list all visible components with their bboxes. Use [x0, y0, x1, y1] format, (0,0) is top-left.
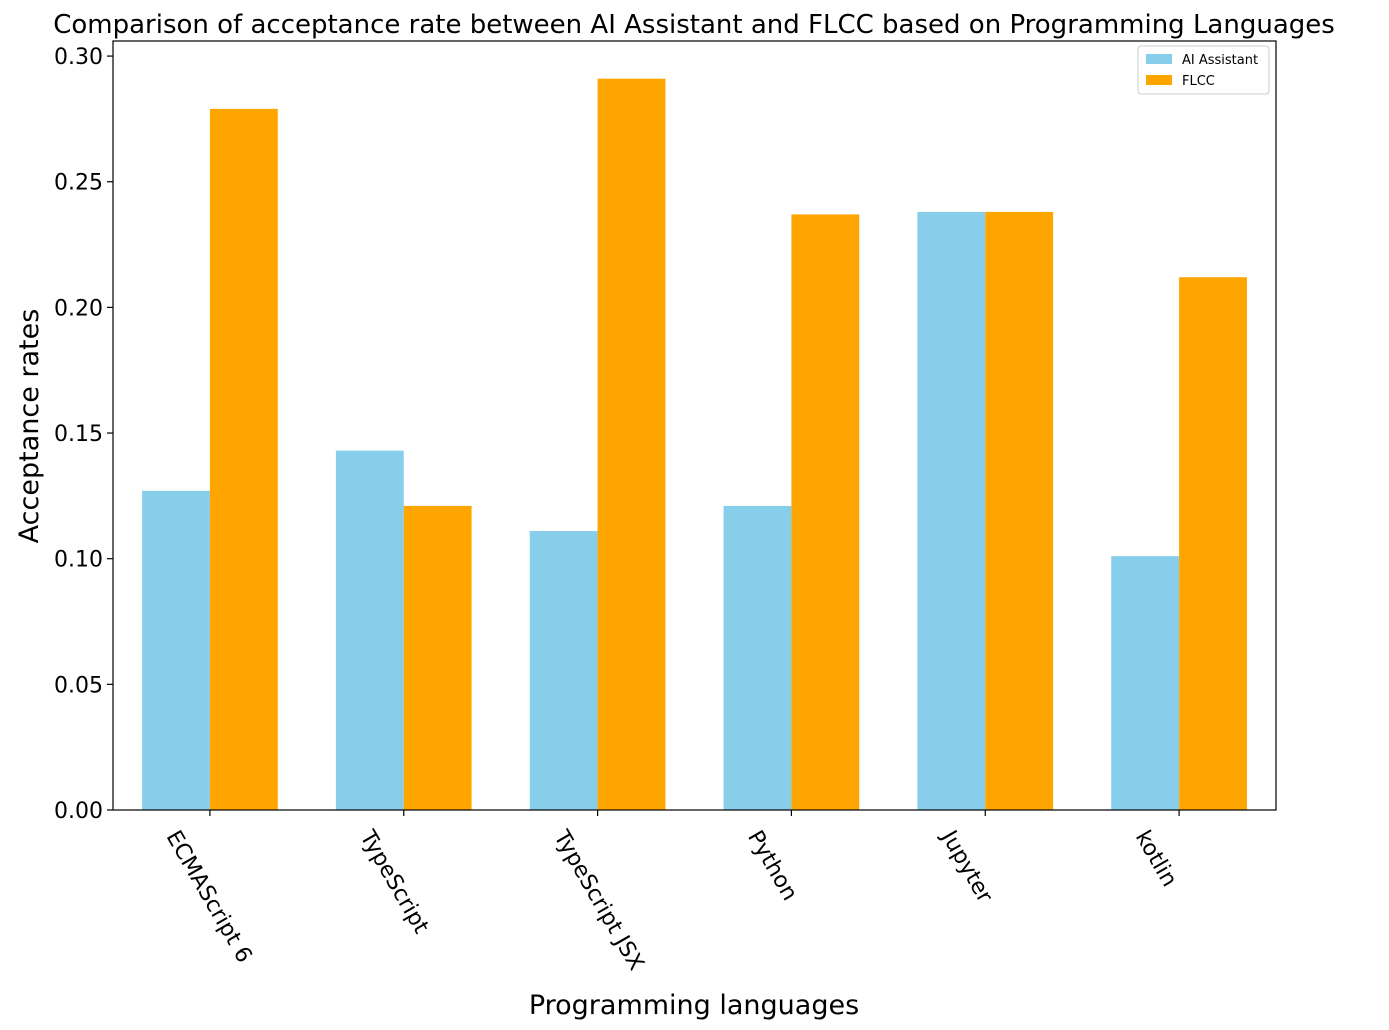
y-tick-label: 0.30	[54, 45, 103, 70]
x-tick-label: Jupyter	[935, 825, 997, 908]
y-tick-label: 0.05	[54, 673, 103, 698]
bar-flcc-3	[791, 214, 860, 810]
y-tick-label: 0.20	[54, 296, 103, 321]
plot-bars	[142, 78, 1247, 811]
plot-frame	[112, 40, 1277, 811]
bar-ai-assistant-4	[917, 211, 986, 810]
x-tick-label: Python	[742, 827, 802, 906]
legend-swatch-flcc	[1146, 75, 1172, 85]
y-tick-label: 0.10	[54, 548, 103, 573]
bar-flcc-0	[209, 108, 278, 810]
bar-ai-assistant-5	[1111, 556, 1180, 810]
legend: AI Assistant FLCC	[1137, 45, 1270, 95]
legend-label: AI Assistant	[1182, 53, 1258, 68]
y-axis: 0.00 0.05 0.10 0.15 0.20 0.25 0.30	[54, 45, 113, 824]
x-tick-label: TypeScript JSX	[548, 826, 649, 975]
bar-flcc-2	[597, 78, 666, 811]
x-axis: ECMAScript 6 TypeScript TypeScript JSX Pyth…	[161, 810, 1182, 975]
legend-label: FLCC	[1182, 74, 1215, 89]
x-tick-label: ECMAScript 6	[161, 827, 257, 968]
y-tick-label: 0.25	[54, 171, 103, 196]
bar-flcc-5	[1179, 277, 1247, 810]
bar-ai-assistant-0	[142, 490, 210, 810]
bar-ai-assistant-3	[723, 505, 792, 810]
bar-flcc-4	[985, 211, 1054, 810]
y-tick-label: 0.00	[54, 799, 103, 824]
bar-ai-assistant-2	[529, 531, 598, 810]
x-tick-label: kotlin	[1130, 827, 1182, 892]
chart-title: Comparison of acceptance rate between AI…	[53, 10, 1335, 40]
bar-flcc-1	[403, 505, 472, 810]
y-tick-label: 0.15	[54, 422, 103, 447]
x-tick-label: TypeScript	[354, 826, 434, 939]
x-axis-label: Programming languages	[529, 990, 859, 1021]
legend-swatch-ai-assistant	[1146, 54, 1172, 64]
bar-ai-assistant-1	[335, 450, 404, 810]
y-axis-label: Acceptance rates	[14, 309, 45, 544]
